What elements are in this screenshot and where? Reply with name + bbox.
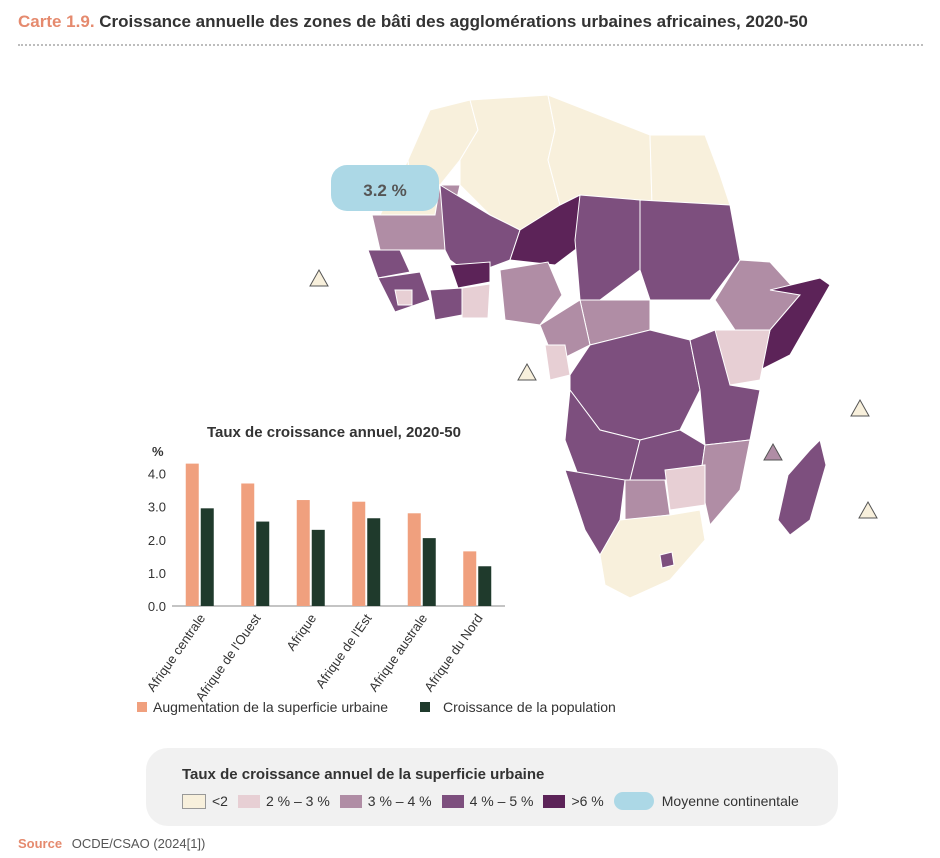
chad-region xyxy=(574,194,641,301)
source-text: OCDE/CSAO (2024[1]) xyxy=(71,836,206,851)
y-tick-label: 4.0 xyxy=(148,467,166,482)
uganda-tanzania-region xyxy=(689,329,761,446)
island-markers xyxy=(309,268,878,519)
bar-urban-area xyxy=(407,513,421,606)
bar-population xyxy=(200,508,214,606)
legend-label: <2 xyxy=(212,793,228,809)
legend-label: >6 % xyxy=(571,793,604,809)
legend-label: 2 % – 3 % xyxy=(265,793,330,809)
legend-item-3-4: 3 % – 4 % xyxy=(339,793,432,809)
libya-region xyxy=(547,94,653,206)
island-marker-sao-tome xyxy=(517,362,537,381)
bar-urban-area xyxy=(463,551,477,606)
island-marker-comoros xyxy=(763,442,783,461)
egypt-region xyxy=(649,134,731,206)
bar-population xyxy=(422,538,436,606)
legend-label-average: Moyenne continentale xyxy=(661,793,799,809)
island-marker-mauritius xyxy=(858,500,878,519)
coast-small-region xyxy=(394,289,413,306)
southern-africa-region xyxy=(564,439,827,599)
legend-title: Taux de croissance annuel de la superfic… xyxy=(182,766,545,783)
bar-population xyxy=(367,518,381,606)
continental-average-value: 3.2 % xyxy=(363,181,406,200)
x-tick-label: Afrique du Nord xyxy=(421,611,486,694)
map-title: Carte 1.9. Croissance annuelle des zones… xyxy=(18,12,808,32)
zimbabwe-region xyxy=(664,464,706,511)
legend-item-lt2: <2 xyxy=(182,793,228,809)
legend-swatch-average xyxy=(613,792,654,810)
island-marker-cape-verde xyxy=(309,268,329,287)
south-africa-region xyxy=(599,509,706,599)
y-tick-label: 0.0 xyxy=(148,599,166,614)
burkina-region xyxy=(449,261,491,289)
legend-swatch xyxy=(237,794,260,808)
map-legend: Taux de croissance annuel de la superfic… xyxy=(146,748,838,826)
title-divider xyxy=(18,44,923,46)
somalia-region xyxy=(759,277,831,371)
continental-average-badge: 3.2 % xyxy=(331,165,439,211)
legend-swatch xyxy=(182,793,206,809)
ghana-region xyxy=(461,283,491,319)
bar-population xyxy=(478,566,492,606)
chart-legend-label-urban: Augmentation de la superficie urbaine xyxy=(153,699,388,715)
source-note: Source OCDE/CSAO (2024[1]) xyxy=(18,836,205,851)
legend-swatch xyxy=(543,794,566,808)
legend-item-average: Moyenne continentale xyxy=(613,792,799,810)
bar-urban-area xyxy=(352,501,366,606)
map-number: Carte 1.9. xyxy=(18,12,95,31)
legend-swatch xyxy=(441,794,464,808)
nigeria-region xyxy=(499,261,563,326)
x-tick-label: Afrique centrale xyxy=(144,611,209,694)
legend-items: <2 2 % – 3 % 3 % – 4 % 4 % – 5 % >6 % Mo… xyxy=(182,792,809,810)
growth-rate-chart: Taux de croissance annuel, 2020-50% 0.0 1.… xyxy=(137,424,616,715)
bar-population xyxy=(256,521,270,606)
bar-urban-area xyxy=(185,463,199,606)
chart-legend-swatch-urban xyxy=(137,702,147,712)
y-axis-label: % xyxy=(152,444,164,459)
legend-label: 4 % – 5 % xyxy=(469,793,534,809)
legend-item-2-3: 2 % – 3 % xyxy=(237,793,330,809)
bar-population xyxy=(311,529,325,606)
y-tick-label: 2.0 xyxy=(148,533,166,548)
bar-urban-area xyxy=(296,500,310,606)
sudan-region xyxy=(639,199,741,301)
botswana-region xyxy=(624,479,671,521)
west-africa-region xyxy=(367,184,589,326)
lesotho-region xyxy=(659,551,675,569)
map-title-text: Croissance annuelle des zones de bâti de… xyxy=(99,12,808,31)
x-tick-label: Afrique australe xyxy=(366,611,431,694)
mozambique-region xyxy=(699,439,751,527)
chart-legend-label-population: Croissance de la population xyxy=(443,699,616,715)
legend-item-gt6: >6 % xyxy=(543,793,604,809)
legend-label: 3 % – 4 % xyxy=(367,793,432,809)
bar-urban-area xyxy=(241,483,255,606)
ivory-coast-region xyxy=(429,287,463,321)
chart-legend-swatch-population xyxy=(420,702,430,712)
x-tick-label: Afrique de l'Est xyxy=(313,611,375,691)
y-tick-label: 3.0 xyxy=(148,500,166,515)
senegal-coast-region xyxy=(367,249,411,279)
y-tick-label: 1.0 xyxy=(148,566,166,581)
legend-swatch xyxy=(339,794,362,808)
legend-item-4-5: 4 % – 5 % xyxy=(441,793,534,809)
source-label: Source xyxy=(18,836,63,851)
island-marker-seychelles xyxy=(850,398,870,417)
gabon-region xyxy=(544,344,571,381)
madagascar-region xyxy=(777,439,827,536)
central-east-africa-region xyxy=(539,194,831,527)
chart-title: Taux de croissance annuel, 2020-50 xyxy=(207,424,461,441)
x-tick-label: Afrique xyxy=(283,611,319,653)
